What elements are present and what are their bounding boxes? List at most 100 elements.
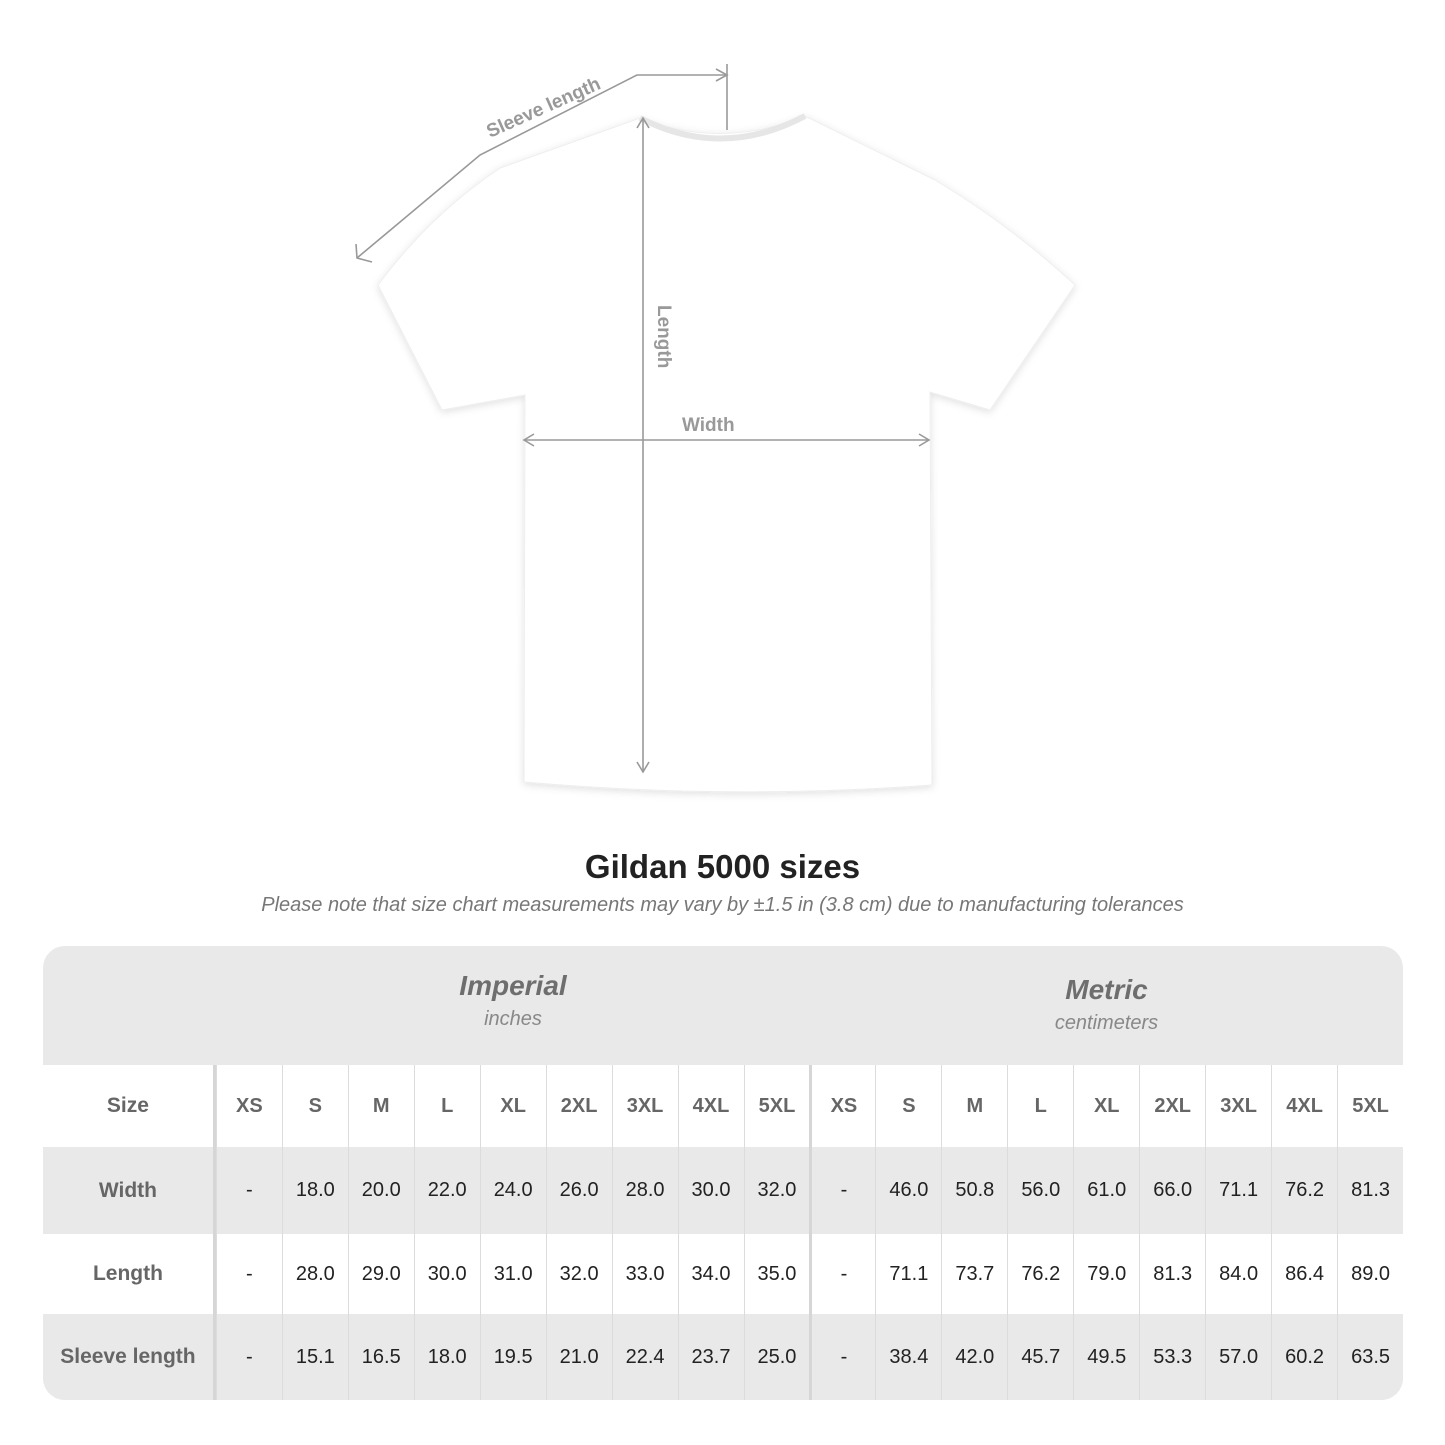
size-header-metric: L (1007, 1065, 1073, 1147)
metric-title: Metric (1065, 974, 1148, 1005)
table-cell-metric: 49.5 (1073, 1314, 1139, 1400)
table-cell-metric: 71.1 (875, 1234, 941, 1314)
table-cell-imperial: 25.0 (743, 1314, 810, 1400)
table-cell-imperial: 28.0 (611, 1147, 678, 1234)
metric-unit: centimeters (1054, 1012, 1159, 1034)
imperial-title: Imperial (459, 970, 567, 1001)
table-cell-metric: 50.8 (941, 1147, 1007, 1234)
table-cell-imperial: 32.0 (743, 1147, 810, 1234)
length-arrowhead (636, 116, 650, 129)
imperial-header: Imperial inches (216, 946, 810, 1065)
size-table: Imperial inches Metric centimeters Size X… (43, 946, 1403, 1400)
table-cell-metric: 79.0 (1073, 1234, 1139, 1314)
size-header-imperial: M (347, 1065, 414, 1147)
table-cell-metric: 76.2 (1007, 1234, 1073, 1314)
table-cell-imperial: 29.0 (347, 1234, 414, 1314)
size-header-imperial: 4XL (677, 1065, 744, 1147)
table-cell-imperial: 18.0 (281, 1147, 348, 1234)
table-cell-metric: - (809, 1314, 875, 1400)
size-header-imperial: XS (215, 1065, 282, 1147)
table-cell-imperial: - (215, 1147, 282, 1234)
size-header-metric: XL (1073, 1065, 1139, 1147)
tolerance-note: Please note that size chart measurements… (261, 894, 1184, 916)
table-cell-imperial: 33.0 (611, 1234, 678, 1314)
table-cell-metric: 89.0 (1337, 1234, 1403, 1314)
table-cell-imperial: 18.0 (413, 1314, 480, 1400)
size-header-imperial: 3XL (611, 1065, 678, 1147)
size-header-metric: 4XL (1271, 1065, 1337, 1147)
table-cell-imperial: 24.0 (479, 1147, 546, 1234)
width-arrowhead (522, 433, 535, 447)
table-cell-metric: 86.4 (1271, 1234, 1337, 1314)
size-header-metric: 5XL (1337, 1065, 1403, 1147)
size-header-imperial: 5XL (743, 1065, 810, 1147)
table-cell-imperial: 15.1 (281, 1314, 348, 1400)
size-header-imperial: L (413, 1065, 480, 1147)
table-cell-imperial: 28.0 (281, 1234, 348, 1314)
table-cell-imperial: 16.5 (347, 1314, 414, 1400)
size-header-imperial: 2XL (545, 1065, 612, 1147)
table-cell-metric: - (809, 1147, 875, 1234)
table-cell-metric: 42.0 (941, 1314, 1007, 1400)
table-cell-metric: 45.7 (1007, 1314, 1073, 1400)
size-header-metric: 3XL (1205, 1065, 1271, 1147)
size-label: Size (43, 1065, 216, 1147)
table-cell-metric: 63.5 (1337, 1314, 1403, 1400)
table-cell-imperial: 30.0 (413, 1234, 480, 1314)
table-cell-metric: 73.7 (941, 1234, 1007, 1314)
length-label: Length (653, 305, 674, 368)
table-cell-metric: 61.0 (1073, 1147, 1139, 1234)
tshirt-diagram: Sleeve length Length Width (355, 64, 1076, 793)
sleeve-arrowhead (355, 243, 373, 263)
table-cell-imperial: 22.0 (413, 1147, 480, 1234)
table-cell-imperial: 30.0 (677, 1147, 744, 1234)
sleeve-length-label: Sleeve length (483, 74, 603, 143)
size-header-imperial: XL (479, 1065, 546, 1147)
table-cell-imperial: 23.7 (677, 1314, 744, 1400)
table-cell-metric: 81.3 (1337, 1147, 1403, 1234)
table-cell-imperial: 21.0 (545, 1314, 612, 1400)
sleeve-length-line (356, 74, 727, 259)
sleeve-arrowhead (715, 68, 729, 82)
table-cell-metric: 38.4 (875, 1314, 941, 1400)
width-label: Width (682, 415, 735, 436)
table-cell-imperial: 35.0 (743, 1234, 810, 1314)
length-arrowhead (636, 761, 650, 774)
table-cell-imperial: - (215, 1234, 282, 1314)
table-cell-metric: 60.2 (1271, 1314, 1337, 1400)
table-cell-imperial: 22.4 (611, 1314, 678, 1400)
table-cell-metric: 57.0 (1205, 1314, 1271, 1400)
width-arrowhead (918, 433, 931, 447)
table-cell-metric: 81.3 (1139, 1234, 1205, 1314)
table-cell-metric: 76.2 (1271, 1147, 1337, 1234)
size-header-row: Size XS S M L XL 2XL 3XL 4XL 5XL XS S M L XL 2XL 3XL 4XL 5… (43, 1065, 1403, 1147)
tshirt-body (377, 115, 1076, 793)
size-header-metric: S (875, 1065, 941, 1147)
row-label: Length (43, 1234, 216, 1314)
table-cell-imperial: 26.0 (545, 1147, 612, 1234)
table-cell-imperial: 31.0 (479, 1234, 546, 1314)
table-cell-imperial: 34.0 (677, 1234, 744, 1314)
size-header-metric: XS (809, 1065, 875, 1147)
table-row: Width -18.0 20.0 22.0 24.0 26.0 28.0 30.0 32.0-4… (43, 1147, 1403, 1234)
table-cell-imperial: 19.5 (479, 1314, 546, 1400)
table-cell-metric: 46.0 (875, 1147, 941, 1234)
collar (638, 113, 807, 142)
page-title: Gildan 5000 sizes (584, 848, 861, 885)
imperial-unit: inches (484, 1008, 542, 1030)
table-cell-metric: 66.0 (1139, 1147, 1205, 1234)
table-cell-metric: 71.1 (1205, 1147, 1271, 1234)
table-cell-metric: 53.3 (1139, 1314, 1205, 1400)
table-row: Sleeve length -15.1 16.5 18.0 19.5 21.0 22.4 23… (43, 1314, 1403, 1400)
row-label: Width (43, 1147, 216, 1234)
table-cell-imperial: - (215, 1314, 282, 1400)
size-header-imperial: S (281, 1065, 348, 1147)
row-label: Sleeve length (43, 1314, 216, 1400)
metric-header: Metric centimeters (810, 946, 1403, 1065)
table-cell-metric: 84.0 (1205, 1234, 1271, 1314)
table-cell-imperial: 32.0 (545, 1234, 612, 1314)
size-header-metric: M (941, 1065, 1007, 1147)
table-cell-metric: 56.0 (1007, 1147, 1073, 1234)
table-cell-imperial: 20.0 (347, 1147, 414, 1234)
size-header-metric: 2XL (1139, 1065, 1205, 1147)
